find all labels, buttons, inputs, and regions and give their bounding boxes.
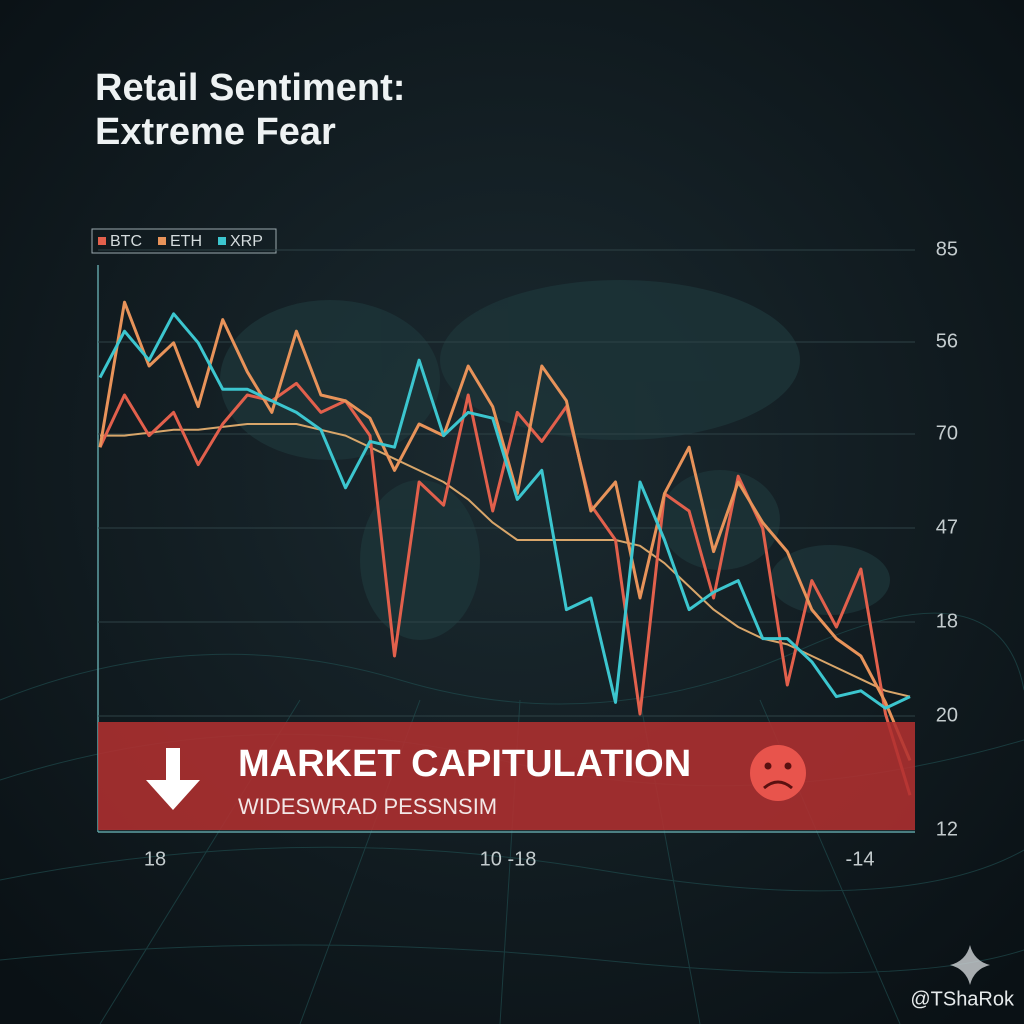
series-line xyxy=(98,312,911,710)
legend-label: BTC xyxy=(110,233,142,250)
y-axis-label: 18 xyxy=(936,610,958,632)
down-arrow xyxy=(146,748,200,810)
banner: MARKET CAPITULATION WIDESWRAD PESSNSIM xyxy=(98,722,915,830)
watermark: @TShaRok xyxy=(910,988,1015,1010)
x-axis-label: 10 -18 xyxy=(480,848,537,870)
sad-face xyxy=(750,745,806,801)
series-line xyxy=(98,300,912,761)
x-axis-label: -14 xyxy=(846,848,875,870)
y-axis-label: 85 xyxy=(936,238,958,260)
trend-line xyxy=(100,423,911,698)
banner-subtitle: WIDESWRAD PESSNSIM xyxy=(238,794,497,819)
y-axis-label: 70 xyxy=(936,422,958,444)
legend-box xyxy=(91,228,277,254)
banner-title: MARKET CAPITULATION xyxy=(238,743,691,785)
legend-swatch xyxy=(98,237,106,245)
world-map xyxy=(220,280,890,640)
legend-swatch xyxy=(218,237,226,245)
sparkle xyxy=(950,945,990,985)
title-line: Retail Sentiment: xyxy=(95,67,405,109)
legend-swatch xyxy=(158,237,166,245)
y-axis-label: 12 xyxy=(936,818,958,840)
y-axis-label: 47 xyxy=(936,516,958,538)
y-axis-label: 56 xyxy=(936,330,958,352)
title-line: Extreme Fear xyxy=(95,111,336,153)
legend-label: ETH xyxy=(170,233,202,250)
plot: 85 56 70 47 18 20 12 18 10 -18 -14 xyxy=(98,238,958,870)
legend-label: XRP xyxy=(230,233,263,250)
y-axis-label: 20 xyxy=(936,704,958,726)
x-axis-label: 18 xyxy=(144,848,166,870)
